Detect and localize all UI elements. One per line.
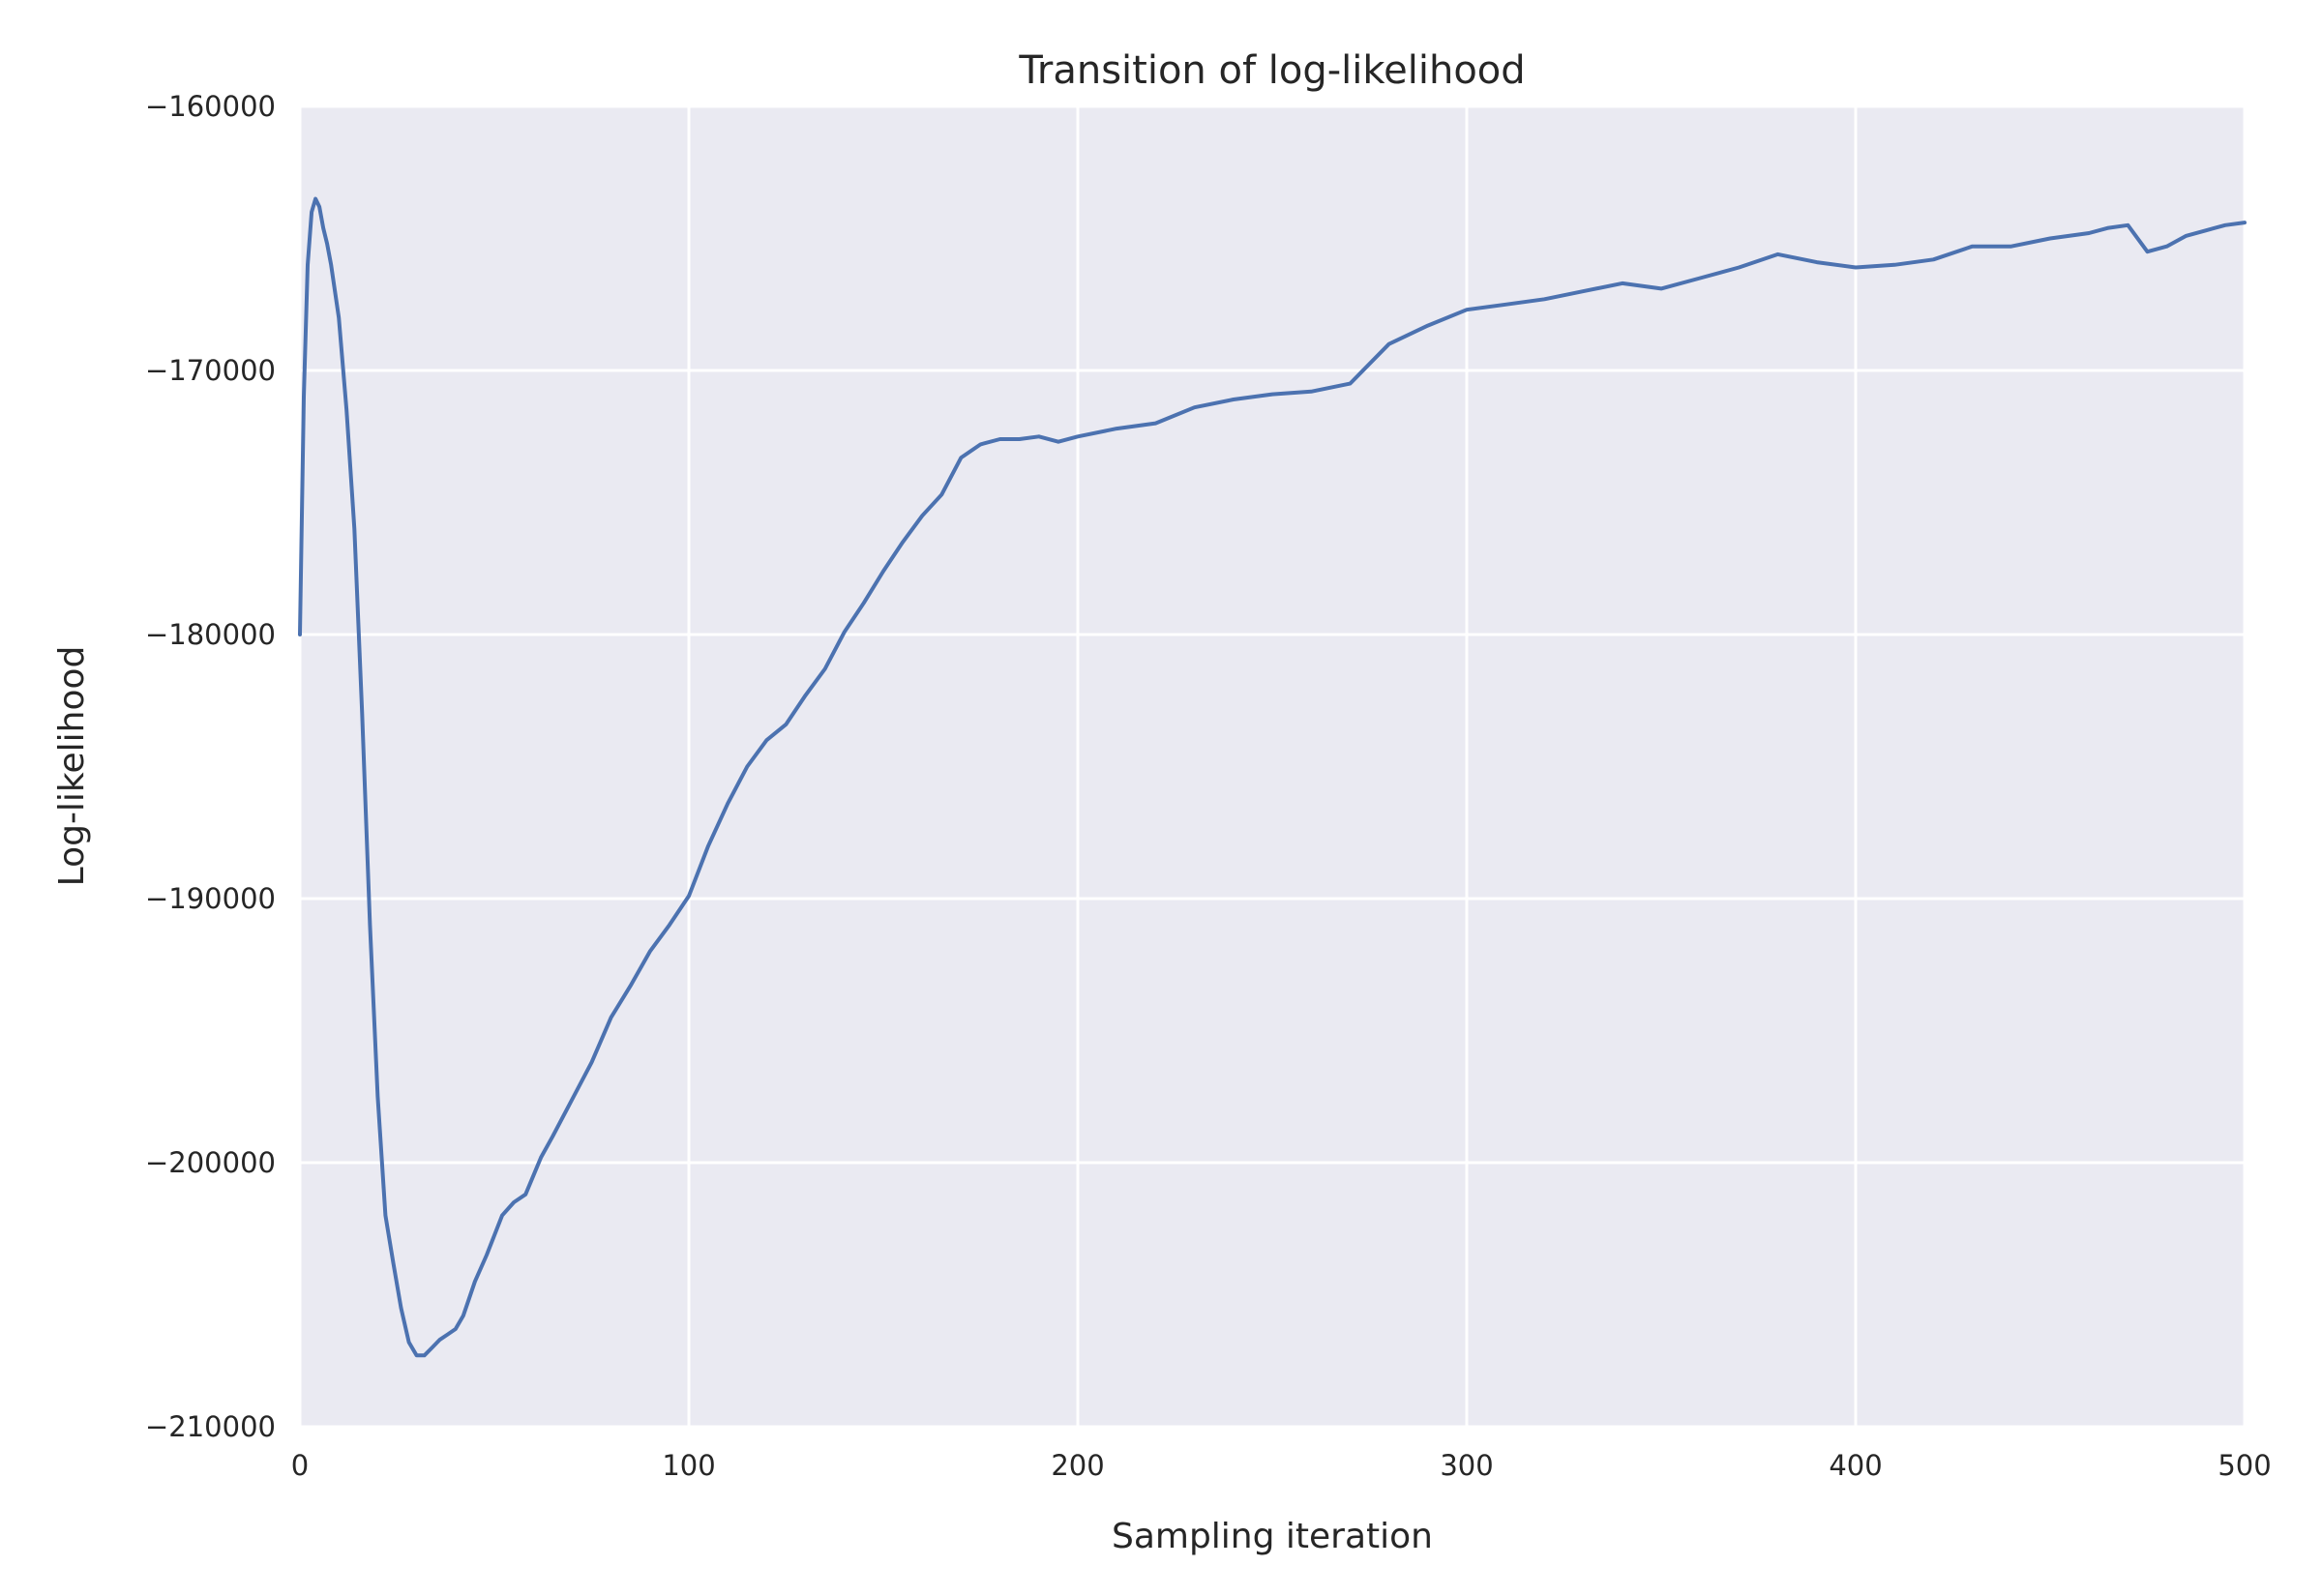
y-tick-label: −200000 bbox=[145, 1146, 276, 1179]
series-line bbox=[298, 196, 2247, 1358]
y-tick-label: −170000 bbox=[145, 354, 276, 387]
x-tick-label: 200 bbox=[1051, 1449, 1104, 1482]
x-tick-label: 100 bbox=[662, 1449, 715, 1482]
x-tick-label: 400 bbox=[1829, 1449, 1882, 1482]
x-axis-ticks: 0 100 200 300 400 500 bbox=[291, 1449, 2272, 1482]
series-layer bbox=[298, 196, 2247, 1358]
chart-title: Transition of log-likelihood bbox=[1018, 48, 1525, 93]
x-axis-label: Sampling iteration bbox=[1112, 1517, 1433, 1556]
y-axis-ticks: −160000 −170000 −180000 −190000 −200000 −2100… bbox=[145, 90, 276, 1443]
grid-lines bbox=[298, 104, 2247, 1429]
x-tick-label: 0 bbox=[291, 1449, 309, 1482]
y-tick-label: −180000 bbox=[145, 618, 276, 651]
y-tick-label: −190000 bbox=[145, 882, 276, 915]
y-axis-label: Log-likelihood bbox=[52, 646, 92, 887]
x-tick-label: 300 bbox=[1440, 1449, 1493, 1482]
x-tick-label: 500 bbox=[2218, 1449, 2271, 1482]
y-tick-label: −160000 bbox=[145, 90, 276, 123]
plot-area bbox=[300, 106, 2245, 1427]
y-tick-label: −210000 bbox=[145, 1410, 276, 1443]
